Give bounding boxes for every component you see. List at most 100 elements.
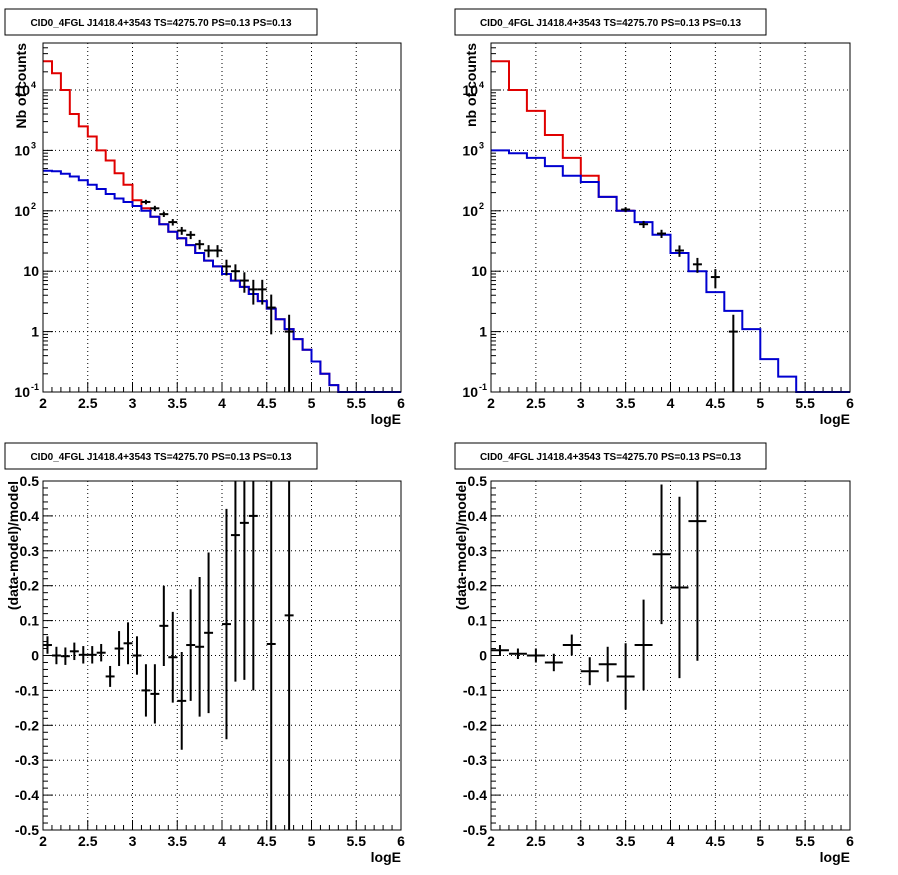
data-point	[132, 636, 142, 675]
y-tick-label: 0	[479, 648, 487, 664]
x-tick-label: 6	[846, 833, 854, 849]
model-background-step-line	[43, 169, 401, 393]
data-point	[177, 652, 187, 750]
y-tick-label: 0.2	[20, 578, 40, 594]
data-point	[150, 205, 160, 212]
x-tick-label: 5	[308, 833, 316, 849]
x-tick-label: 6	[846, 395, 854, 411]
y-tick-label: -0.1	[463, 682, 487, 698]
x-tick-label: 5	[756, 833, 764, 849]
data-point	[141, 664, 151, 717]
y-axis-label: (data-model)/model	[453, 481, 469, 610]
data-point	[87, 646, 97, 664]
x-axis-label: logE	[820, 411, 850, 427]
x-tick-label: 4.5	[706, 833, 726, 849]
y-tick-label: 0.3	[468, 543, 488, 559]
x-tick-label: 5.5	[795, 395, 815, 411]
x-tick-label: 3.5	[616, 833, 636, 849]
y-axis-label: nb of counts	[463, 43, 479, 127]
grid-lines	[43, 43, 401, 392]
data-point	[230, 481, 240, 682]
data-point	[657, 229, 667, 238]
y-tick-label: -0.5	[15, 822, 39, 838]
data-point	[616, 643, 635, 710]
pad-title-box: CID0_4FGL J1418.4+3543 TS=4275.70 PS=0.1…	[454, 442, 767, 470]
y-tick-label: -0.2	[15, 717, 39, 733]
plot-frame	[490, 480, 851, 831]
y-tick-exponent: 4	[31, 80, 36, 90]
data-point	[239, 481, 249, 680]
data-point	[728, 314, 738, 392]
data-points	[621, 207, 738, 392]
pad-title: CID0_4FGL J1418.4+3543 TS=4275.70 PS=0.1…	[480, 452, 742, 463]
data-point	[562, 634, 581, 656]
y-tick-label: -0.3	[463, 752, 487, 768]
plot-frame	[490, 42, 851, 393]
y-tick-exponent: 4	[479, 80, 484, 90]
tick-labels: 2 2.5 3 3.5 4 4.5 5 5.5 6 -0.5 -0.4 -0.3 -0.2 -0.1 0 0.…	[15, 473, 405, 849]
data-point	[491, 645, 509, 656]
y-tick-label: -0.2	[463, 717, 487, 733]
x-axis-label: logE	[820, 849, 850, 865]
pad-title-box: CID0_4FGL J1418.4+3543 TS=4275.70 PS=0.1…	[4, 8, 318, 36]
x-tick-label: 3.5	[168, 833, 188, 849]
x-tick-label: 2.5	[78, 833, 98, 849]
data-point	[674, 245, 684, 257]
x-tick-label: 6	[397, 395, 405, 411]
data-point	[159, 211, 169, 217]
x-tick-label: 3.5	[168, 395, 188, 411]
data-points	[141, 199, 294, 392]
data-point	[284, 314, 294, 392]
pad-title: CID0_4FGL J1418.4+3543 TS=4275.70 PS=0.1…	[30, 18, 292, 29]
y-tick-label: -0.1	[15, 682, 39, 698]
y-tick-label: -0.4	[15, 787, 39, 803]
y-tick-label: 0.1	[468, 613, 488, 629]
data-point	[177, 226, 187, 235]
y-axis-label: (data-model)/model	[5, 481, 21, 610]
title-frame	[4, 8, 318, 36]
data-point	[688, 481, 707, 661]
data-point	[222, 508, 231, 740]
data-point	[69, 642, 79, 661]
data-point	[222, 259, 231, 276]
data-point	[239, 272, 249, 293]
data-point	[51, 646, 61, 665]
y-tick-label: 10	[462, 384, 478, 400]
data-point	[43, 636, 52, 654]
x-tick-label: 4.5	[257, 395, 277, 411]
data-point	[141, 199, 151, 205]
data-point	[96, 643, 106, 662]
data-point	[204, 245, 214, 258]
data-point	[692, 257, 702, 273]
y-tick-exponent: 2	[479, 201, 484, 211]
x-tick-label: 5	[756, 395, 764, 411]
data-point	[598, 646, 617, 682]
y-tick-exponent: 3	[479, 140, 484, 150]
data-point	[195, 239, 205, 250]
y-tick-label: 10	[462, 142, 478, 158]
data-point	[78, 646, 88, 664]
model-total-step-line	[491, 60, 635, 212]
data-point	[248, 481, 258, 691]
x-tick-label: 4	[218, 833, 226, 849]
title-frame	[454, 442, 767, 470]
plot-frame	[42, 480, 402, 831]
data-point	[580, 657, 599, 686]
y-tick-label: 0.5	[468, 473, 488, 489]
x-tick-label: 5.5	[347, 395, 367, 411]
y-axis-label: Nb of counts	[13, 43, 29, 129]
y-tick-label: -0.5	[463, 822, 487, 838]
y-tick-label: 0.5	[20, 473, 40, 489]
pad-title: CID0_4FGL J1418.4+3543 TS=4275.70 PS=0.1…	[480, 18, 742, 29]
x-tick-label: 5.5	[795, 833, 815, 849]
y-tick-exponent: 2	[31, 201, 36, 211]
y-tick-label: 0.3	[20, 543, 40, 559]
model-total-step-line	[43, 60, 401, 393]
y-tick-exponent: -1	[479, 382, 487, 392]
x-tick-label: 2.5	[526, 395, 546, 411]
x-tick-label: 2	[39, 833, 47, 849]
data-point	[213, 245, 222, 258]
y-tick-label: 1	[479, 324, 487, 340]
tick-labels: 2 2.5 3 3.5 4 4.5 5 5.5 6 -0.5 -0.4 -0.3 -0.2 -0.1 0 0.…	[463, 473, 854, 849]
